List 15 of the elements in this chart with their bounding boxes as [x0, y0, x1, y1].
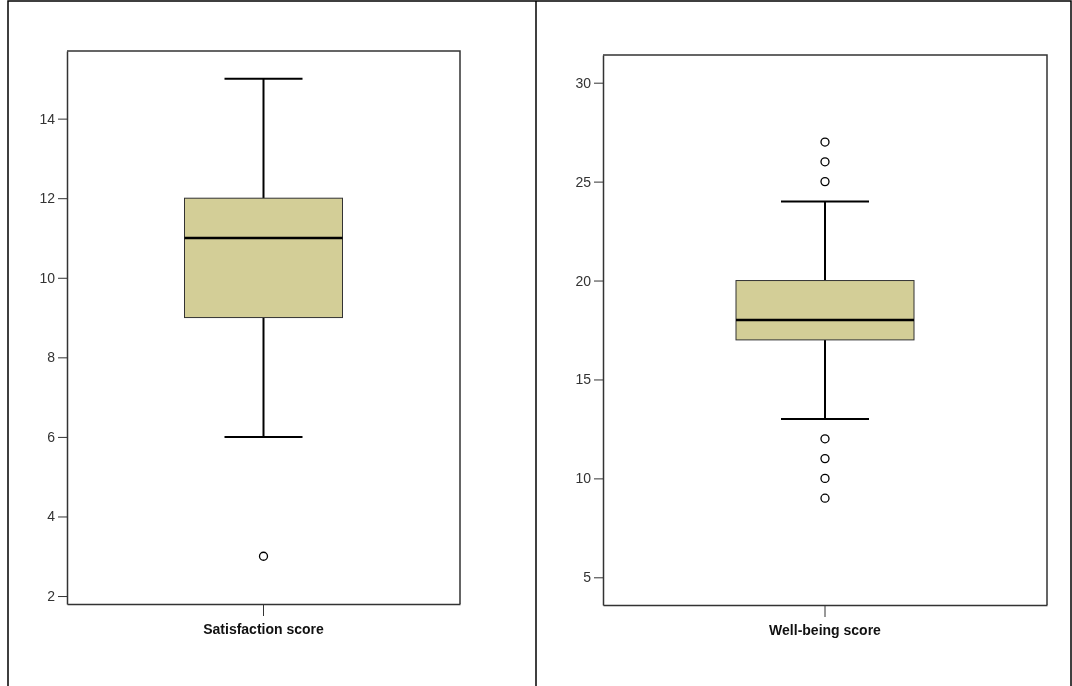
x-tick-label: Satisfaction score — [203, 620, 325, 637]
y-tick-label: 6 — [47, 428, 56, 445]
y-tick-label: 14 — [39, 110, 56, 127]
y-tick-label: 4 — [47, 508, 56, 525]
y-tick-label: 15 — [575, 371, 592, 388]
y-tick-label: 5 — [583, 569, 592, 586]
y-tick-label: 30 — [575, 74, 592, 91]
x-tick-label: Well-being score — [769, 621, 882, 638]
y-tick-label: 12 — [39, 190, 56, 207]
y-tick-label: 2 — [47, 588, 56, 605]
y-tick-label: 8 — [47, 349, 56, 366]
y-tick-label: 10 — [39, 269, 56, 286]
y-tick-label: 10 — [575, 470, 592, 487]
y-tick-label: 20 — [575, 272, 592, 289]
y-tick-label: 25 — [575, 173, 592, 190]
